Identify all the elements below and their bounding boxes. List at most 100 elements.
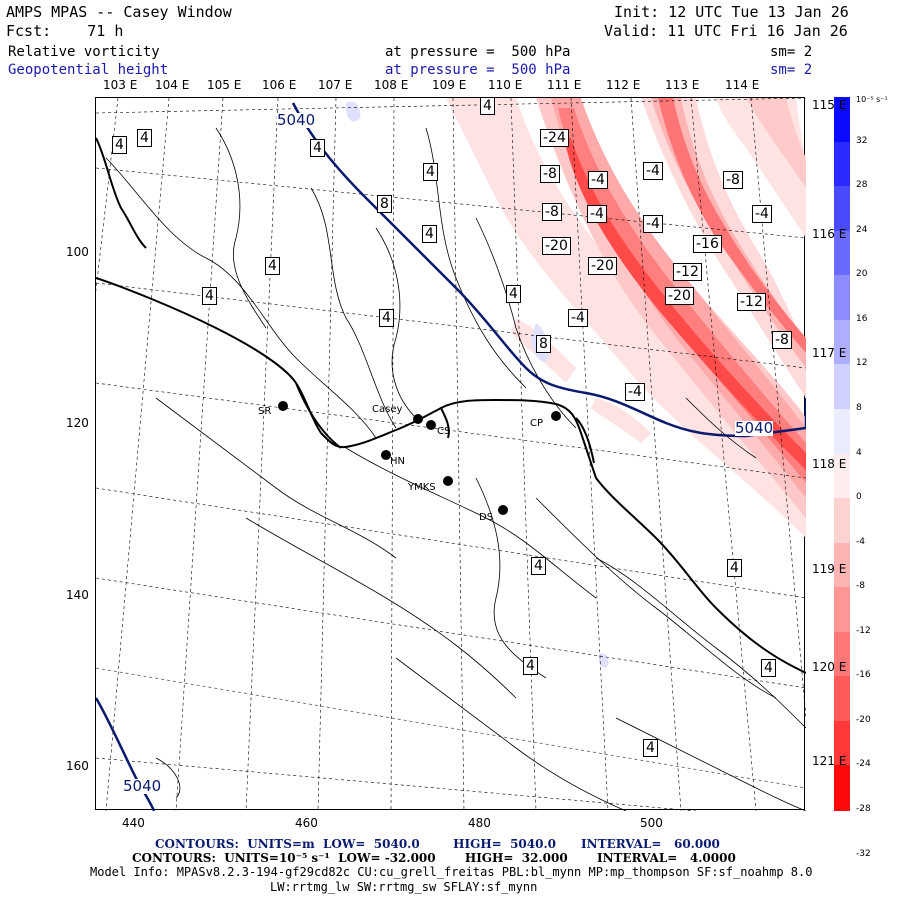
vorticity-contour-label: -16 (693, 235, 722, 253)
longitude-label: 114 E (725, 78, 760, 92)
colorbar-label: -20 (856, 714, 871, 725)
map-canvas (96, 98, 806, 811)
vorticity-contour-label: 4 (480, 97, 495, 115)
vorticity-contour-label: -4 (587, 205, 607, 223)
vorticity-contour-label: 4 (523, 657, 538, 675)
geopotential-height-contours (96, 102, 806, 811)
colorbar-label: -32 (856, 848, 871, 859)
latitude-label: 115 E (812, 98, 847, 112)
colorbar-segment (834, 676, 850, 722)
vorticity-contour-label: -12 (673, 263, 702, 281)
vorticity-contour-label: 4 (112, 136, 127, 154)
vorticity-contour-label: 4 (761, 659, 776, 677)
model-info: Model Info: MPASv8.2.3-194-gf29cd82c CU:… (90, 865, 813, 879)
map-grid (96, 98, 806, 811)
longitude-label: 110 E (488, 78, 523, 92)
colorbar-segment (834, 230, 850, 276)
vorticity-contour-label: -8 (772, 331, 792, 349)
valid-time: Valid: 11 UTC Fri 16 Jan 26 (604, 22, 848, 40)
vorticity-contour-label: 4 (202, 287, 217, 305)
colorbar-label: -4 (856, 536, 865, 547)
colorbar-segment (834, 275, 850, 321)
station-label: DS (479, 512, 494, 523)
contours-vorticity-info: CONTOURS: UNITS=10⁻⁵ s⁻¹ LOW= -32.000 HI… (132, 851, 736, 865)
vorticity-contour-label: 4 (423, 163, 438, 181)
colorbar-label: 4 (856, 447, 862, 458)
station-label: CP (530, 418, 544, 429)
field1-name: Relative vorticity (8, 44, 160, 60)
vorticity-contour-label: -4 (752, 205, 772, 223)
vorticity-contour-label: -8 (542, 203, 562, 221)
colorbar-segment (834, 542, 850, 588)
field1-level: at pressure = 500 hPa (385, 44, 571, 60)
vorticity-contour-label: -4 (643, 215, 663, 233)
longitude-label: 112 E (606, 78, 641, 92)
longitude-label: 105 E (207, 78, 242, 92)
colorbar-segment (834, 364, 850, 410)
longitude-label: 107 E (318, 78, 353, 92)
contours-height-info: CONTOURS: UNITS=m LOW= 5040.0 HIGH= 5040… (155, 837, 720, 851)
vorticity-contour-label: -12 (737, 293, 766, 311)
model-info-physics: LW:rrtmg_lw SW:rrtmg_sw SFLAY:sf_mynn (270, 880, 538, 894)
latitude-label: 117 E (812, 346, 847, 360)
station-markers (278, 401, 561, 515)
colorbar-label: 16 (856, 313, 868, 324)
colorbar-segment (834, 498, 850, 544)
height-contour-label: 5040 (735, 419, 774, 437)
longitude-label: 106 E (262, 78, 297, 92)
field1-smoothing: sm= 2 (770, 44, 813, 60)
colorbar-segment (834, 765, 850, 811)
colorbar-label: 28 (856, 180, 868, 191)
vorticity-contours (105, 127, 806, 811)
height-contour-label: 5040 (123, 777, 162, 795)
vorticity-contour-label: 4 (643, 739, 658, 757)
y-tick-100: 100 (66, 245, 89, 259)
y-tick-140: 140 (66, 588, 89, 602)
station-label: SR (258, 406, 272, 417)
latitude-label: 118 E (812, 457, 847, 471)
negative-vorticity-shading (446, 98, 806, 538)
vorticity-contour-label: -4 (643, 162, 663, 180)
field2-level: at pressure = 500 hPa (385, 62, 571, 78)
coastline (96, 137, 806, 674)
station-label: CS (437, 426, 451, 437)
longitude-label: 111 E (547, 78, 582, 92)
init-time: Init: 12 UTC Tue 13 Jan 26 (614, 3, 849, 21)
latitude-label: 121 E (812, 754, 847, 768)
colorbar-segment (834, 408, 850, 454)
colorbar-segment (834, 319, 850, 365)
x-tick-440: 440 (122, 816, 145, 830)
map-plot-area (95, 97, 806, 811)
colorbar-label: 20 (856, 269, 868, 280)
colorbar-segment (834, 186, 850, 232)
vorticity-contour-label: 4 (310, 139, 325, 157)
vorticity-contour-label: 4 (727, 559, 742, 577)
vorticity-contour-label: 4 (422, 225, 437, 243)
longitude-label: 113 E (665, 78, 700, 92)
vorticity-contour-label: 4 (531, 557, 546, 575)
vorticity-contour-label: -8 (540, 165, 560, 183)
colorbar-label: 12 (856, 358, 868, 369)
longitude-label: 103 E (103, 78, 138, 92)
x-tick-500: 500 (640, 816, 663, 830)
vorticity-contour-label: -4 (588, 171, 608, 189)
colorbar-label: -28 (856, 804, 871, 814)
latitude-label: 119 E (812, 562, 847, 576)
colorbar-segment (834, 453, 850, 499)
vorticity-contour-label: 8 (377, 195, 392, 213)
vorticity-contour-label: 4 (137, 129, 152, 147)
station-label: HN (390, 456, 405, 467)
height-contour-label: 5040 (277, 111, 316, 129)
vorticity-contour-label: -4 (568, 309, 588, 327)
positive-vorticity-shading (345, 101, 609, 668)
vorticity-contour-label: 4 (379, 309, 394, 327)
colorbar-label: 24 (856, 224, 868, 235)
y-tick-160: 160 (66, 759, 89, 773)
vorticity-contour-label: 4 (265, 257, 280, 275)
colorbar-label: -24 (856, 759, 871, 770)
colorbar-segment (834, 720, 850, 766)
vorticity-contour-label: 4 (506, 285, 521, 303)
colorbar-label: -12 (856, 625, 871, 636)
colorbar-segment (834, 587, 850, 633)
field2-smoothing: sm= 2 (770, 62, 813, 78)
